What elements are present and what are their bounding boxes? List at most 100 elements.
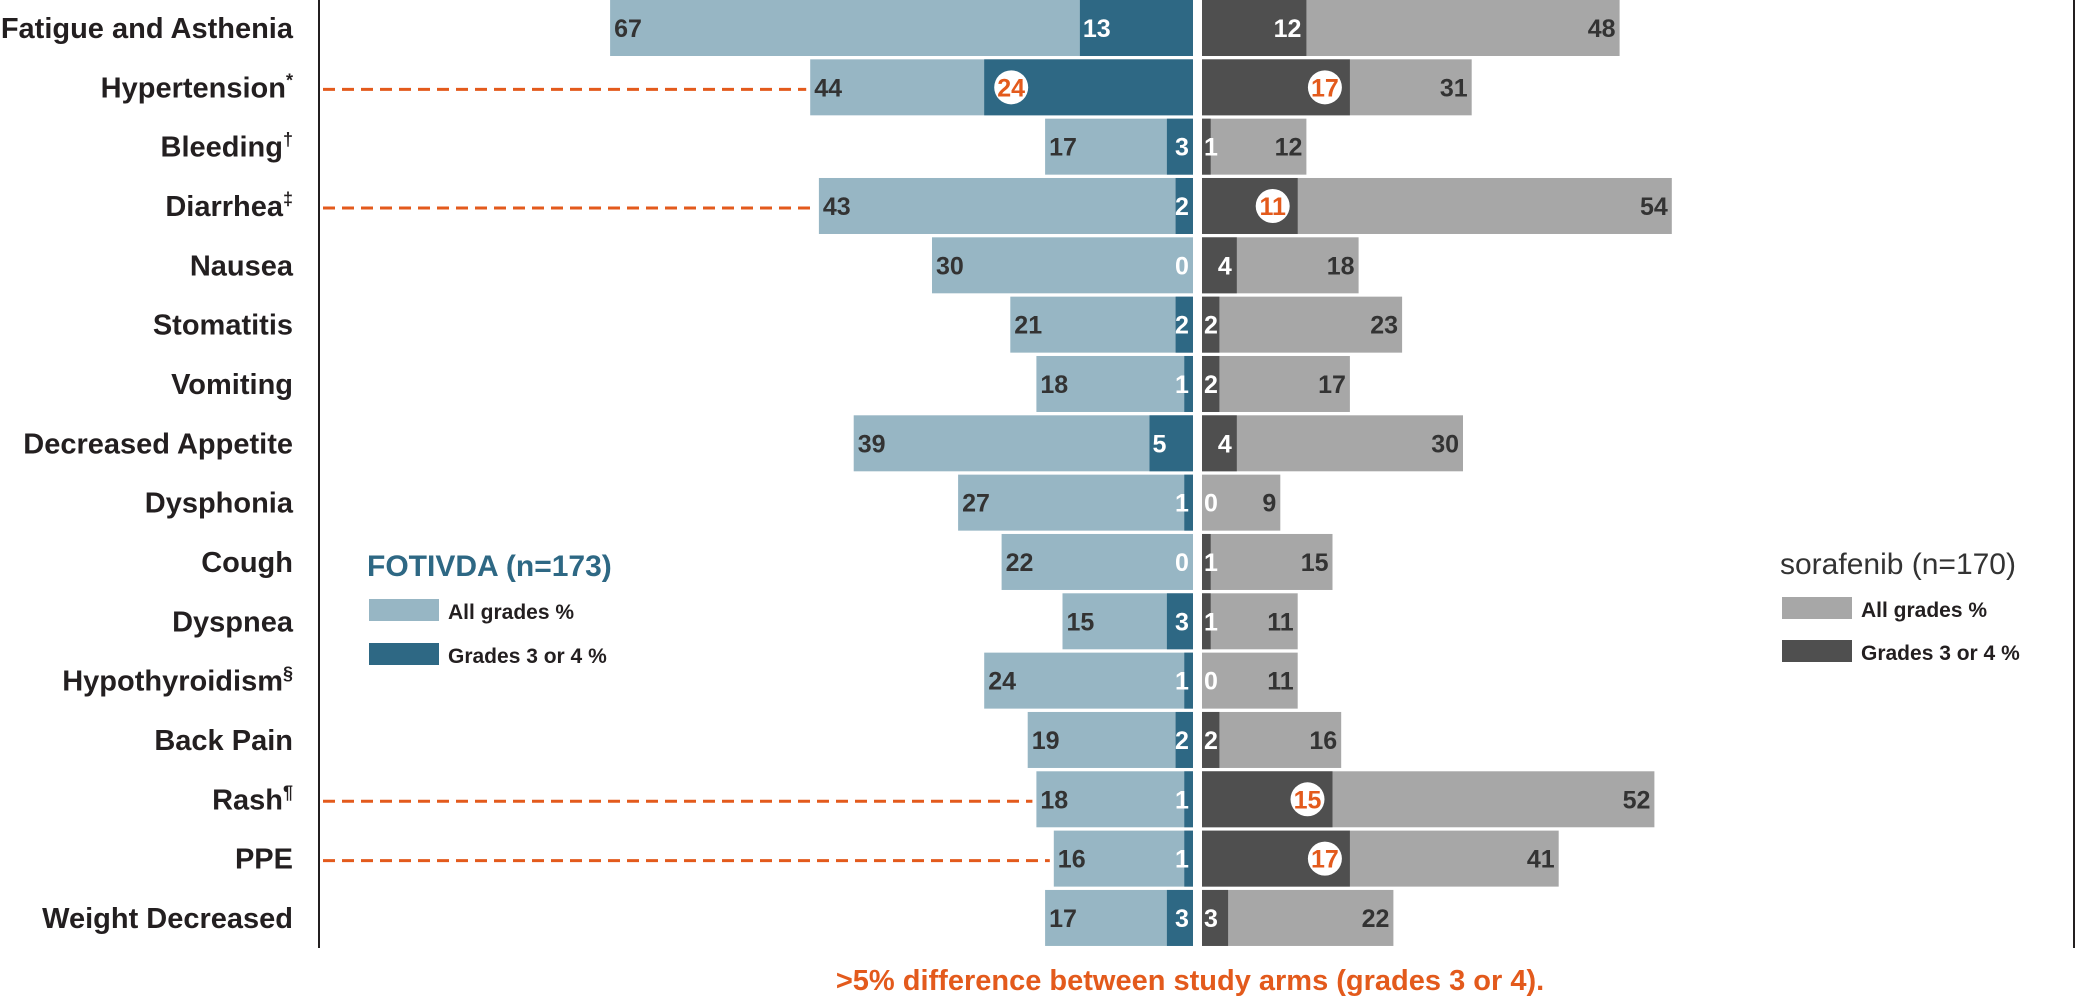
value-fotivda-all: 44 — [814, 74, 842, 102]
legend-fotivda-title: FOTIVDA (n=173) — [367, 550, 612, 583]
bar-sorafenib-all — [1202, 593, 1298, 650]
bar-fotivda-grade34 — [1166, 593, 1193, 650]
bar-fotivda-all — [1027, 711, 1193, 768]
bar-sorafenib-grade34 — [1202, 889, 1229, 946]
value-sorafenib-grade34: 1 — [1204, 549, 1218, 577]
legend-sorafenib: sorafenib (n=170) All grades % Grades 3 … — [1780, 548, 2020, 665]
bar-sorafenib-all — [1202, 711, 1342, 768]
value-sorafenib-grade34: 2 — [1204, 371, 1218, 399]
row-hypertension: 44 24 17 31 — [810, 59, 1472, 116]
value-sorafenib-grade34: 4 — [1218, 252, 1232, 280]
bar-fotivda-all — [984, 652, 1193, 709]
row-decreased-appetite: 39 5 4 30 — [853, 415, 1463, 472]
value-fotivda-all: 15 — [1067, 608, 1095, 636]
bar-sorafenib-grade34 — [1202, 355, 1220, 412]
bar-sorafenib-all — [1202, 355, 1350, 412]
category-label: Decreased Appetite — [23, 428, 293, 460]
bar-fotivda-all — [1001, 533, 1193, 590]
bar-fotivda-grade34 — [1166, 889, 1193, 946]
value-fotivda-all: 19 — [1032, 727, 1060, 755]
value-sorafenib-all: 41 — [1527, 846, 1555, 874]
bar-fotivda-grade34 — [1175, 711, 1193, 768]
bar-sorafenib-all — [1202, 296, 1403, 353]
category-label: Bleeding† — [161, 130, 293, 164]
value-sorafenib-all: 31 — [1440, 74, 1468, 102]
row-diarrhea: 43 2 11 54 — [818, 177, 1672, 234]
value-sorafenib-grade34: 1 — [1204, 608, 1218, 636]
bar-fotivda-all — [1010, 296, 1193, 353]
legend-fotivda: FOTIVDA (n=173) All grades % Grades 3 or… — [367, 550, 612, 668]
bar-fotivda-grade34 — [1175, 296, 1193, 353]
highlight-circle — [1290, 782, 1325, 817]
value-fotivda-grade34: 13 — [1083, 15, 1111, 43]
category-label: Nausea — [190, 250, 294, 282]
value-fotivda-all: 18 — [1040, 786, 1068, 814]
value-sorafenib-grade34: 2 — [1204, 312, 1218, 340]
row-stomatitis: 21 2 2 23 — [1010, 296, 1403, 353]
bar-sorafenib-grade34 — [1202, 0, 1307, 56]
bar-fotivda-grade34 — [1184, 355, 1193, 412]
row-back-pain: 19 2 2 16 — [1027, 711, 1342, 768]
value-sorafenib-grade34: 17 — [1311, 74, 1339, 102]
legend-fotivda-all-swatch — [369, 599, 439, 621]
value-sorafenib-all: 17 — [1318, 371, 1346, 399]
value-sorafenib-all: 15 — [1301, 549, 1329, 577]
value-fotivda-grade34: 1 — [1175, 846, 1189, 874]
bar-sorafenib-all — [1202, 474, 1281, 531]
bar-sorafenib-all — [1202, 415, 1463, 472]
value-fotivda-all: 30 — [936, 252, 964, 280]
value-fotivda-all: 43 — [823, 193, 851, 221]
value-fotivda-grade34: 1 — [1175, 668, 1189, 696]
value-sorafenib-grade34: 0 — [1204, 668, 1218, 696]
value-sorafenib-grade34: 11 — [1259, 193, 1286, 221]
legend-sorafenib-title: sorafenib (n=170) — [1780, 548, 2016, 581]
bar-fotivda-grade34 — [1184, 771, 1193, 828]
bar-sorafenib-all — [1202, 652, 1298, 709]
row-dyspnea: 15 3 1 11 — [1062, 593, 1298, 650]
highlight-circle — [1307, 841, 1342, 876]
category-label: Cough — [201, 547, 293, 579]
bar-fotivda-grade34 — [1175, 177, 1193, 234]
row-cough: 22 0 1 15 — [1001, 533, 1333, 590]
bar-sorafenib-grade34 — [1202, 118, 1211, 175]
value-fotivda-all: 17 — [1049, 905, 1077, 933]
legend-sorafenib-all-swatch — [1782, 597, 1852, 619]
value-fotivda-grade34: 1 — [1175, 786, 1189, 814]
category-label: Weight Decreased — [42, 903, 293, 935]
bar-fotivda-grade34 — [1149, 415, 1193, 472]
value-fotivda-grade34: 3 — [1175, 905, 1189, 933]
value-sorafenib-all: 52 — [1623, 786, 1651, 814]
bar-sorafenib-all — [1202, 533, 1333, 590]
value-fotivda-grade34: 0 — [1175, 549, 1189, 577]
value-sorafenib-grade34: 17 — [1311, 846, 1339, 874]
value-fotivda-grade34: 24 — [997, 74, 1025, 102]
value-fotivda-all: 17 — [1049, 134, 1077, 162]
value-sorafenib-grade34: 1 — [1204, 134, 1218, 162]
category-label: Stomatitis — [153, 310, 293, 342]
value-fotivda-all: 18 — [1040, 371, 1068, 399]
value-sorafenib-all: 11 — [1267, 608, 1294, 636]
value-sorafenib-grade34: 15 — [1294, 786, 1322, 814]
legend-fotivda-g34-label: Grades 3 or 4 % — [448, 645, 607, 668]
bar-fotivda-grade34 — [1166, 118, 1193, 175]
legend-sorafenib-all-label: All grades % — [1861, 599, 1987, 622]
row-dysphonia: 27 1 0 9 — [958, 474, 1281, 531]
value-sorafenib-grade34: 3 — [1204, 905, 1218, 933]
value-sorafenib-grade34: 0 — [1204, 490, 1218, 518]
bar-fotivda-all — [1053, 830, 1193, 887]
bar-fotivda-grade34 — [1184, 830, 1193, 887]
bar-fotivda-grade34 — [1079, 0, 1193, 56]
bar-sorafenib-grade34 — [1202, 237, 1237, 294]
value-fotivda-grade34: 3 — [1175, 134, 1189, 162]
value-fotivda-grade34: 2 — [1175, 727, 1189, 755]
value-fotivda-grade34: 2 — [1175, 193, 1189, 221]
category-label: Dysphonia — [145, 488, 294, 520]
value-sorafenib-all: 11 — [1267, 668, 1294, 696]
value-fotivda-grade34: 1 — [1175, 490, 1189, 518]
row-fatigue-and-asthenia: 67 13 12 48 — [610, 0, 1620, 56]
footnote: >5% difference between study arms (grade… — [836, 965, 1544, 997]
value-fotivda-grade34: 5 — [1153, 430, 1167, 458]
bar-sorafenib-grade34 — [1202, 533, 1211, 590]
value-fotivda-grade34: 1 — [1175, 371, 1189, 399]
bar-fotivda-grade34 — [1184, 652, 1193, 709]
